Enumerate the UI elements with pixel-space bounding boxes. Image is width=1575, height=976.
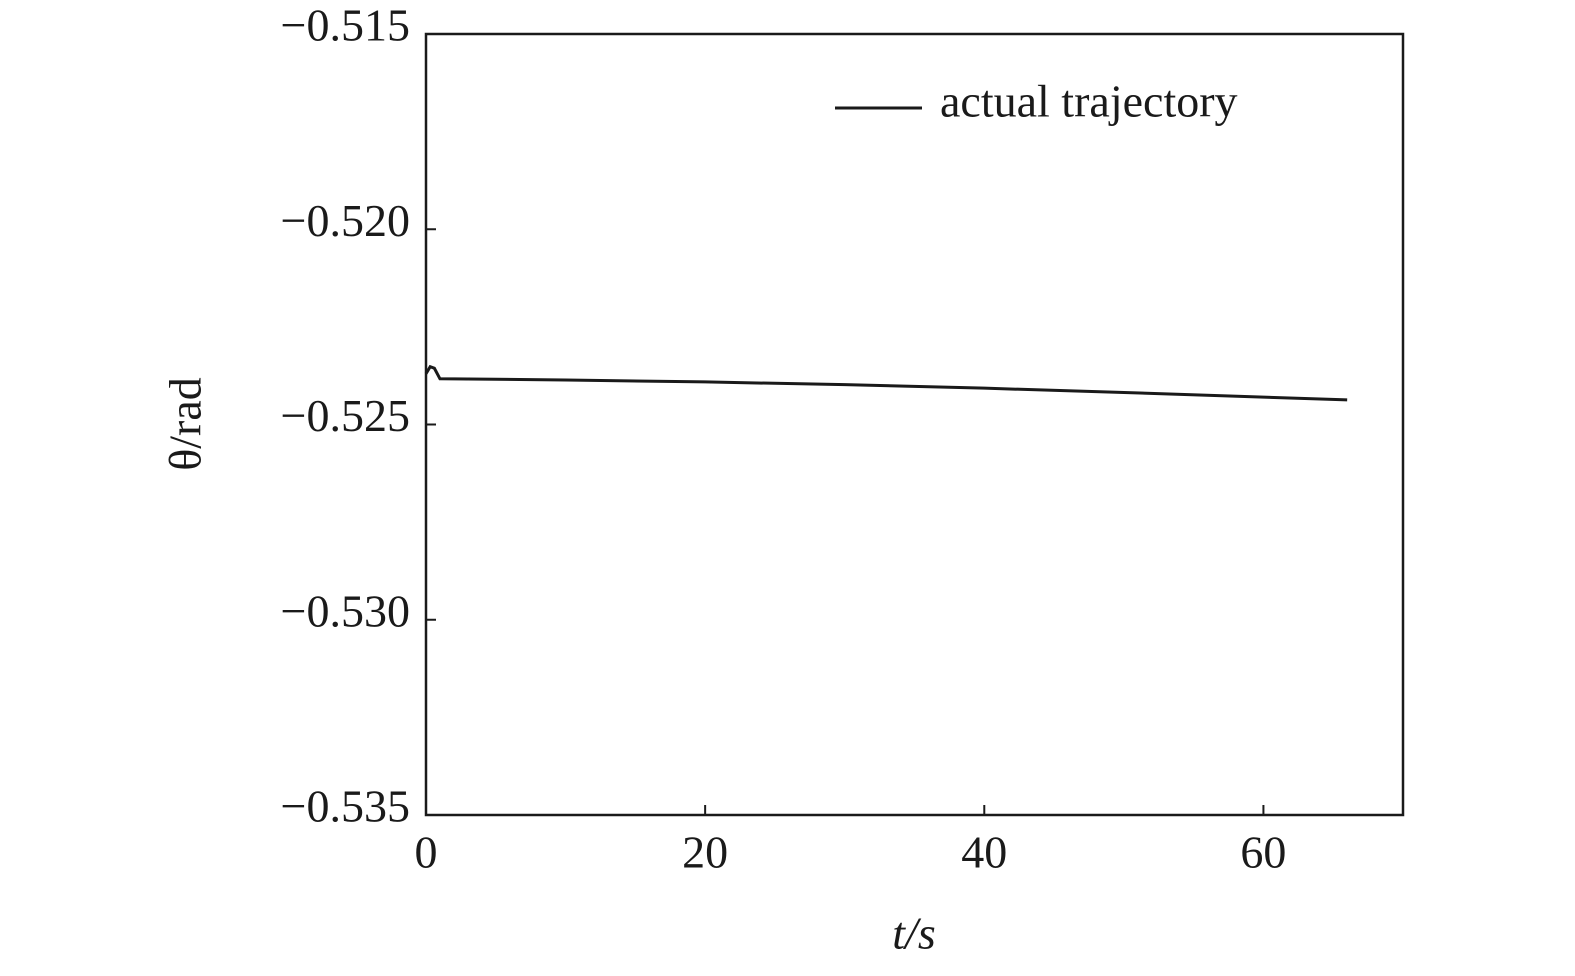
y-tick-label: −0.520 — [281, 195, 410, 246]
y-tick-label: −0.525 — [281, 390, 410, 441]
plot-frame — [424, 32, 1405, 817]
y-tick-label: −0.530 — [281, 585, 410, 636]
legend-label: actual trajectory — [940, 76, 1238, 127]
x-tick-label: 20 — [682, 827, 728, 878]
x-tick-label: 60 — [1240, 827, 1286, 878]
y-axis-label: θ/rad — [160, 377, 211, 471]
x-tick-label: 40 — [961, 827, 1007, 878]
y-tick-label: −0.515 — [281, 0, 410, 51]
x-axis-label: t/s — [892, 908, 935, 959]
data-line — [424, 364, 1348, 402]
x-tick-label: 0 — [415, 827, 438, 878]
y-tick-label: −0.535 — [281, 781, 410, 832]
